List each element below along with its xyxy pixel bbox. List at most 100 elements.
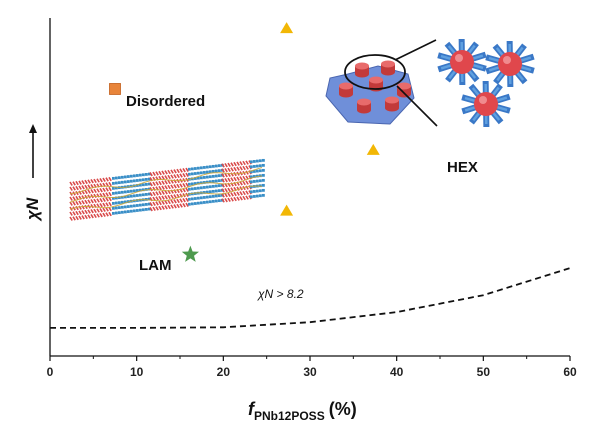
lam-red-chain (224, 187, 228, 193)
lam-red-chain (173, 184, 177, 189)
lam-blue-cube (112, 191, 115, 195)
lam-red-chain (108, 196, 112, 202)
lam-blue-cube (256, 179, 259, 183)
lam-red-chain (84, 199, 88, 205)
lam-red-chain (164, 185, 168, 190)
lam-red-chain (155, 181, 159, 186)
lam-blue-cube (121, 175, 124, 179)
lam-blue-cube (212, 174, 215, 178)
lam-red-chain (161, 195, 165, 200)
lam-red-chain (179, 173, 183, 178)
lam-blue-cube (218, 179, 221, 183)
svg-text:fPNb12POSS(%): fPNb12POSS (%) (248, 399, 357, 423)
lam-blue-cube (124, 200, 127, 204)
lam-blue-cube (115, 191, 118, 195)
hex-cylinder-bottom (381, 68, 395, 76)
lam-red-chain (81, 195, 85, 200)
lam-blue-cube (127, 190, 130, 193)
lam-blue-cube (209, 195, 212, 199)
lam-blue-cube (118, 201, 121, 205)
lam-red-chain (87, 189, 91, 194)
lam-red-chain (87, 209, 91, 214)
lam-red-chain (96, 188, 100, 193)
lam-red-chain (155, 206, 159, 211)
lam-blue-cube (115, 176, 118, 180)
lam-red-chain (102, 177, 106, 182)
lam-red-chain (90, 214, 94, 219)
lam-blue-cube (206, 165, 209, 169)
lam-red-chain (72, 196, 76, 201)
lam-blue-cube (145, 203, 148, 206)
hex-red-sphere (498, 52, 522, 76)
lam-blue-cube (197, 181, 200, 185)
lam-blue-cube (200, 186, 203, 190)
lam-red-chain (87, 179, 91, 184)
lam-red-chain (239, 181, 243, 186)
phase-boundary (50, 267, 571, 329)
lam-red-chain (152, 206, 156, 211)
lam-red-chain (236, 186, 240, 191)
lam-blue-cube (215, 194, 218, 198)
lam-blue-cube (197, 176, 200, 180)
lam-red-chain (224, 172, 228, 178)
y-axis-arrowhead (29, 124, 37, 133)
lam-red-chain (233, 176, 237, 182)
lam-blue-cube (127, 180, 130, 183)
lam-blue-cube (136, 179, 139, 182)
lam-blue-cube (148, 202, 151, 206)
lam-red-chain (227, 162, 231, 167)
x-tick-label: 20 (217, 365, 231, 379)
lam-red-chain (227, 177, 231, 182)
lam-red-chain (182, 198, 186, 203)
lam-blue-cube (148, 192, 151, 196)
lam-blue-cube (200, 166, 203, 170)
lam-blue-cube (259, 159, 262, 163)
lam-blue-cube (250, 175, 253, 179)
lam-red-chain (164, 190, 168, 195)
lam-blue-cube (112, 211, 115, 215)
lam-red-chain (173, 169, 177, 174)
lam-red-chain (230, 192, 234, 197)
lam-blue-cube (253, 180, 256, 183)
lam-blue-cube (218, 174, 221, 178)
lam-red-chain (242, 175, 246, 181)
lam-blue-cube (148, 197, 151, 201)
lam-blue-cube (206, 190, 209, 194)
lam-blue-cube (203, 181, 206, 184)
lam-blue-cube (142, 193, 145, 197)
lam-blue-cube (124, 195, 127, 199)
lam-red-chain (75, 215, 79, 221)
lam-blue-cube (253, 165, 256, 168)
lam-blue-cube (256, 169, 259, 173)
x-ticks: 0 10 20 30 40 50 60 (47, 356, 577, 379)
lam-red-chain (158, 195, 162, 201)
lam-red-chain (75, 210, 79, 216)
lam-red-chain (176, 168, 180, 174)
lam-red-chain (242, 195, 246, 201)
y-axis-label: χN (23, 124, 42, 222)
lam-red-chain (242, 190, 246, 196)
lam-red-chain (236, 161, 240, 166)
lam-blue-cube (139, 183, 142, 187)
lam-red-chain (170, 204, 174, 209)
lam-blue-cube (115, 186, 118, 190)
zoom-line-bottom (396, 85, 438, 127)
hex-point (366, 143, 380, 155)
lam-blue-cube (139, 178, 142, 182)
lam-point (181, 245, 199, 262)
lam-blue-cube (256, 174, 259, 178)
lam-blue-cube (191, 202, 194, 206)
lam-blue-cube (253, 190, 256, 193)
lam-blue-cube (130, 179, 133, 183)
hex-cylinder-bottom (385, 104, 399, 112)
lam-red-chain (221, 193, 225, 198)
lam-red-chain (84, 179, 88, 185)
lam-red-chain (155, 191, 159, 196)
lam-red-chain (149, 206, 153, 212)
hex-cylinder-top (369, 76, 383, 84)
lam-red-chain (173, 174, 177, 179)
lam-blue-cube (209, 170, 212, 174)
lam-backbone (69, 185, 263, 210)
lam-red-chain (221, 168, 225, 173)
lam-annotation: LAM (139, 257, 172, 274)
